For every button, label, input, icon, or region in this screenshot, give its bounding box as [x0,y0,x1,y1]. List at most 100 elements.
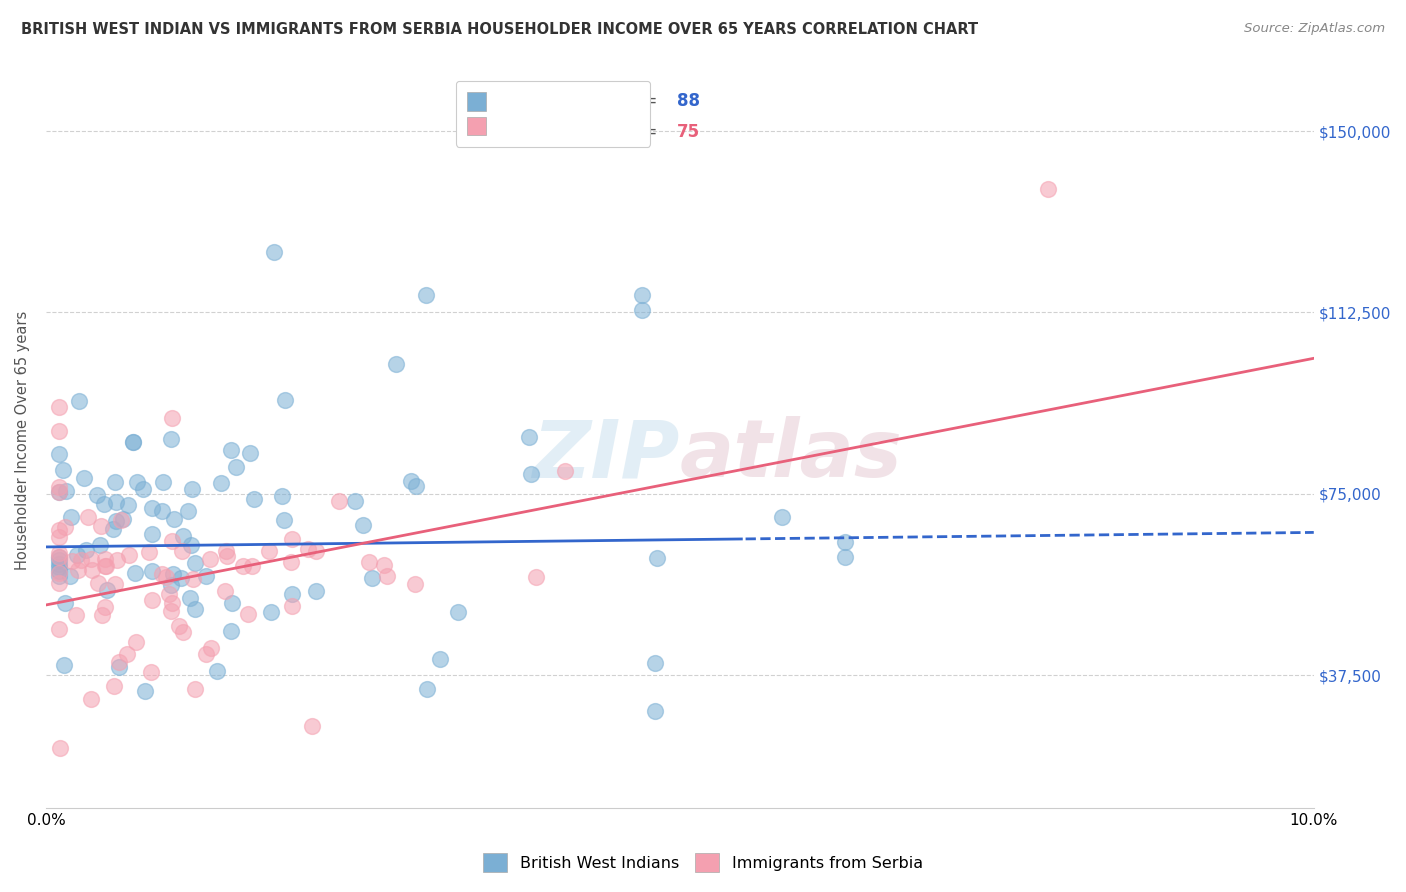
Point [48,531,70,545]
Point [200,641,222,656]
Point [181,573,204,587]
Text: 0.043: 0.043 [540,92,593,111]
Point [160,577,183,591]
Point [48,557,70,571]
Point [141,564,163,578]
Point [59,510,82,524]
Point [138,545,160,559]
Point [48,549,70,564]
Point [48,546,70,560]
Point [141,501,163,516]
Point [105,552,128,566]
Point [58,568,80,582]
Text: N =: N = [610,92,662,111]
Point [86,576,108,591]
Point [399,474,422,488]
Point [770,510,793,524]
Text: ZIP: ZIP [533,417,681,494]
Point [48,424,70,438]
Point [344,494,367,508]
Point [328,494,350,508]
Point [205,664,228,678]
Point [48,566,70,581]
Point [232,558,254,573]
Point [48,447,70,461]
Point [48,485,70,500]
Point [66,563,89,577]
Point [243,492,266,507]
Point [169,619,191,633]
Point [94,551,117,566]
Point [125,635,148,649]
Text: N =: N = [610,123,662,141]
Point [630,288,652,302]
Point [274,393,297,408]
Point [281,587,304,601]
Point [520,467,543,481]
Point [416,681,439,696]
Point [385,357,408,371]
Point [53,596,76,610]
Point [108,655,131,669]
Point [49,741,72,756]
Point [79,552,101,566]
Point [94,558,117,573]
Point [524,570,547,584]
Point [834,535,856,549]
Point [160,432,183,446]
Point [172,529,194,543]
Text: Source: ZipAtlas.com: Source: ZipAtlas.com [1244,22,1385,36]
Point [152,475,174,489]
Point [60,554,83,568]
Point [105,514,128,528]
Point [69,553,91,567]
Point [1036,182,1059,196]
Text: atlas: atlas [681,417,903,494]
Point [361,571,384,585]
Point [198,552,221,566]
Point [160,411,183,425]
Point [93,498,115,512]
Text: 75: 75 [678,123,700,141]
Point [122,434,145,449]
Point [644,704,666,718]
Text: R =: R = [489,123,526,141]
Point [155,570,177,584]
Point [93,559,115,574]
Point [405,479,427,493]
Point [630,302,652,317]
Point [48,559,70,574]
Point [65,607,87,622]
Point [134,684,156,698]
Point [179,591,201,605]
Point [180,538,202,552]
Point [301,719,323,733]
Point [240,559,263,574]
Point [260,605,283,619]
Point [172,625,194,640]
Point [271,490,294,504]
Point [446,605,468,619]
Point [215,544,238,558]
Point [554,464,576,478]
Point [124,566,146,580]
Point [195,569,218,583]
Point [122,434,145,449]
Point [834,549,856,564]
Y-axis label: Householder Income Over 65 years: Householder Income Over 65 years [15,311,30,570]
Point [184,681,207,696]
Point [55,483,77,498]
Point [280,555,302,569]
Point [263,244,285,259]
Text: 88: 88 [678,92,700,111]
Point [184,557,207,571]
Point [48,485,70,500]
Point [221,624,243,639]
Point [141,527,163,541]
Point [169,570,191,584]
Point [48,550,70,565]
Point [305,544,328,558]
Legend:                             ,                             : , [456,81,651,146]
Point [86,488,108,502]
Point [257,543,280,558]
